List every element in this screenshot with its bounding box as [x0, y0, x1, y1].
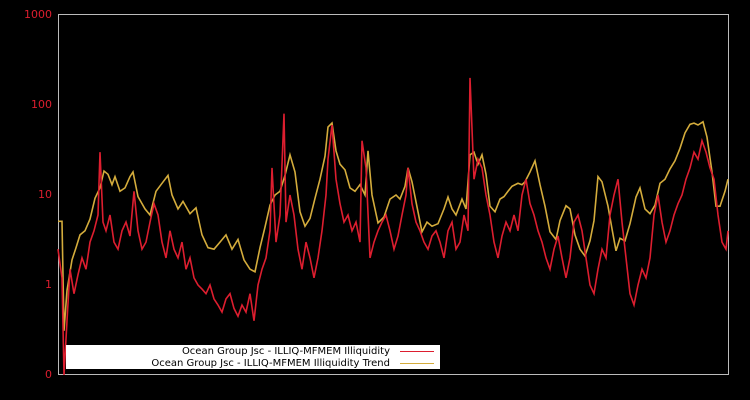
legend-item-illiquidity: Ocean Group Jsc - ILLIQ-MFMEM Illiquidit… — [182, 345, 440, 357]
y-tick-10: 10 — [38, 188, 52, 201]
trend-line — [58, 120, 729, 331]
y-tick-1: 1 — [45, 278, 52, 291]
legend-label-illiquidity: Ocean Group Jsc - ILLIQ-MFMEM Illiquidit… — [181, 345, 390, 357]
plot-frame — [58, 14, 729, 375]
y-axis: 1000 100 10 1 0 — [0, 0, 52, 400]
legend-item-trend: Ocean Group Jsc - ILLIQ-MFMEM Illiquidit… — [151, 357, 440, 369]
legend-label-trend: Ocean Group Jsc - ILLIQ-MFMEM Illiquidit… — [151, 357, 390, 369]
legend: Ocean Group Jsc - ILLIQ-MFMEM Illiquidit… — [66, 345, 440, 369]
y-tick-0: 0 — [45, 368, 52, 381]
legend-swatch-illiquidity — [400, 350, 434, 352]
y-tick-100: 100 — [31, 98, 52, 111]
y-tick-1000: 1000 — [24, 8, 52, 21]
illiquidity-line — [57, 77, 729, 376]
legend-swatch-trend — [400, 362, 434, 364]
